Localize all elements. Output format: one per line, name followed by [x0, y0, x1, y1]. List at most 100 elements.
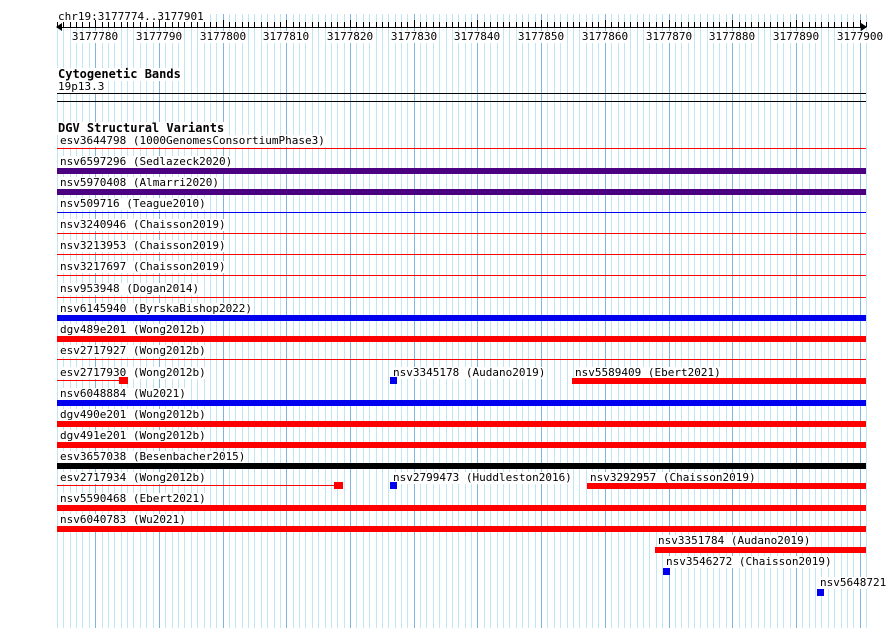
feature-label-nsv2799473[interactable]: nsv2799473 (Huddleston2016) [392, 471, 573, 484]
gridline-minor [184, 14, 185, 628]
feature-label-esv2717934[interactable]: esv2717934 (Wong2012b) [59, 471, 207, 484]
feature-bar-nsv5589409[interactable] [572, 378, 866, 384]
feature-bar-esv2717934[interactable] [57, 485, 343, 486]
feature-label-nsv6145940[interactable]: nsv6145940 (ByrskaBishop2022) [59, 302, 254, 315]
gridline-minor [108, 14, 109, 628]
ruler-tick-minor [783, 22, 784, 27]
ruler-tick-major [95, 20, 96, 28]
feature-label-nsv5970408[interactable]: nsv5970408 (Almarri2020) [59, 176, 220, 189]
feature-bar-nsv3546272[interactable] [663, 568, 670, 575]
gridline-minor [471, 14, 472, 628]
ruler-tick-minor [363, 22, 364, 27]
feature-bar-nsv509716[interactable] [57, 212, 866, 213]
ruler-tick-minor [751, 22, 752, 27]
ruler-tick-minor [204, 22, 205, 27]
ruler-tick-minor [707, 22, 708, 27]
feature-bar-nsv6040783[interactable] [57, 526, 866, 532]
feature-bar-nsv2799473[interactable] [390, 482, 397, 489]
ruler-tick-minor [790, 22, 791, 27]
ruler-tick-minor [509, 22, 510, 27]
ruler-tick-minor [745, 22, 746, 27]
ruler-tick-minor [809, 22, 810, 27]
gridline-minor [140, 14, 141, 628]
ruler-tick-minor [560, 22, 561, 27]
gridline-major [223, 14, 224, 628]
gridline-minor [554, 14, 555, 628]
ruler-tick-minor [133, 22, 134, 27]
feature-label-nsv6048884[interactable]: nsv6048884 (Wu2021) [59, 387, 187, 400]
feature-label-dgv489e201[interactable]: dgv489e201 (Wong2012b) [59, 323, 207, 336]
feature-bar-dgv491e201[interactable] [57, 442, 866, 448]
gridline-minor [618, 14, 619, 628]
ruler-tick-label: 3177850 [516, 30, 566, 43]
gridline-minor [573, 14, 574, 628]
gridline-minor [598, 14, 599, 628]
gridline-minor [401, 14, 402, 628]
feature-bar-nsv953948[interactable] [57, 297, 866, 298]
feature-bar-nsv3240946[interactable] [57, 233, 866, 234]
gridline-major [350, 14, 351, 628]
gridline-minor [318, 14, 319, 628]
feature-label-nsv953948[interactable]: nsv953948 (Dogan2014) [59, 282, 201, 295]
feature-label-nsv6597296[interactable]: nsv6597296 (Sedlazeck2020) [59, 155, 234, 168]
feature-label-nsv3240946[interactable]: nsv3240946 (Chaisson2019) [59, 218, 227, 231]
feature-bar-esv2717927[interactable] [57, 359, 866, 360]
gridline-minor [191, 14, 192, 628]
gridline-minor [465, 14, 466, 628]
feature-label-esv2717927[interactable]: esv2717927 (Wong2012b) [59, 344, 207, 357]
feature-label-nsv3213953[interactable]: nsv3213953 (Chaisson2019) [59, 239, 227, 252]
feature-bar-nsv3213953[interactable] [57, 254, 866, 255]
feature-bar-nsv5590468[interactable] [57, 505, 866, 511]
feature-endpoint-block[interactable] [334, 482, 343, 489]
feature-label-nsv3345178[interactable]: nsv3345178 (Audano2019) [392, 366, 547, 379]
feature-label-esv3657038[interactable]: esv3657038 (Besenbacher2015) [59, 450, 247, 463]
feature-bar-nsv3351784[interactable] [655, 547, 866, 553]
ruler-tick-label: 3177790 [134, 30, 184, 43]
feature-bar-nsv5648721[interactable] [817, 589, 824, 596]
feature-label-nsv3292957[interactable]: nsv3292957 (Chaisson2019) [589, 471, 757, 484]
gridline-minor [560, 14, 561, 628]
gridline-minor [592, 14, 593, 628]
ruler-tick-label: 3177800 [198, 30, 248, 43]
ruler-tick-minor [331, 22, 332, 27]
feature-endpoint-block[interactable] [119, 377, 128, 384]
coordinate-ruler[interactable]: chr19:3177774..3177901 3177780 3177790 317… [0, 0, 890, 50]
feature-bar-nsv3292957[interactable] [587, 483, 866, 489]
feature-label-nsv5590468[interactable]: nsv5590468 (Ebert2021) [59, 492, 207, 505]
feature-label-nsv3217697[interactable]: nsv3217697 (Chaisson2019) [59, 260, 227, 273]
ruler-tick-minor [681, 22, 682, 27]
gridline-minor [630, 14, 631, 628]
feature-bar-nsv3345178[interactable] [390, 377, 397, 384]
gridline-minor [82, 14, 83, 628]
ruler-tick-minor [274, 22, 275, 27]
gridline-minor [821, 14, 822, 628]
ruler-tick-minor [503, 22, 504, 27]
feature-bar-nsv5970408[interactable] [57, 189, 866, 195]
feature-label-nsv3546272[interactable]: nsv3546272 (Chaisson2019) [665, 555, 833, 568]
feature-label-nsv6040783[interactable]: nsv6040783 (Wu2021) [59, 513, 187, 526]
ruler-tick-major [605, 20, 606, 28]
feature-bar-nsv3217697[interactable] [57, 275, 866, 276]
gridline-minor [178, 14, 179, 628]
feature-bar-esv3657038[interactable] [57, 463, 866, 469]
feature-label-dgv491e201[interactable]: dgv491e201 (Wong2012b) [59, 429, 207, 442]
feature-label-nsv5589409[interactable]: nsv5589409 (Ebert2021) [574, 366, 722, 379]
ruler-tick-minor [325, 22, 326, 27]
feature-bar-dgv489e201[interactable] [57, 336, 866, 342]
ruler-tick-minor [439, 22, 440, 27]
dgv-track-title: DGV Structural Variants [57, 121, 226, 135]
feature-bar-nsv6145940[interactable] [57, 315, 866, 321]
feature-bar-nsv6048884[interactable] [57, 400, 866, 406]
feature-label-nsv5648721[interactable]: nsv5648721 (E [819, 577, 890, 589]
gridline-minor [649, 14, 650, 628]
feature-label-nsv509716[interactable]: nsv509716 (Teague2010) [59, 197, 207, 210]
feature-label-nsv3351784[interactable]: nsv3351784 (Audano2019) [657, 534, 812, 547]
feature-label-dgv490e201[interactable]: dgv490e201 (Wong2012b) [59, 408, 207, 421]
gridline-minor [261, 14, 262, 628]
feature-bar-nsv6597296[interactable] [57, 168, 866, 174]
feature-bar-esv3644798[interactable] [57, 148, 866, 149]
feature-label-esv3644798[interactable]: esv3644798 (1000GenomesConsortiumPhase3) [59, 134, 326, 147]
feature-label-esv2717930[interactable]: esv2717930 (Wong2012b) [59, 366, 207, 379]
feature-bar-esv2717930[interactable] [57, 380, 123, 381]
feature-bar-dgv490e201[interactable] [57, 421, 866, 427]
